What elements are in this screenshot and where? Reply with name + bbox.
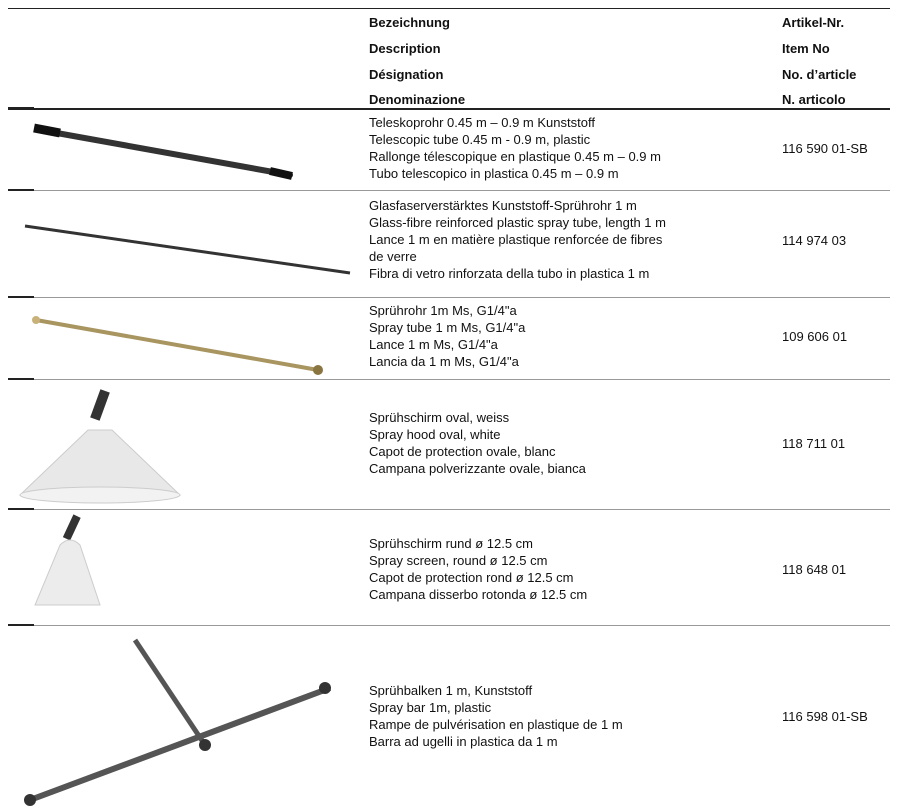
article-number: 109 606 01	[782, 329, 848, 344]
article-number: 114 974 03	[782, 232, 847, 248]
description-line: Barra ad ugelli in plastica da 1 m	[369, 734, 558, 749]
article-number: 118 711 01	[782, 436, 846, 451]
description-line: Lance 1 m Ms, G1/4"a	[369, 337, 498, 352]
description-line: Spray bar 1m, plastic	[369, 700, 492, 715]
description-line: Spray screen, round ø 12.5 cm	[369, 553, 548, 568]
article-number: 116 598 01-SB	[782, 709, 868, 724]
row-separator	[8, 624, 890, 626]
description-line: Lancia da 1 m Ms, G1/4"a	[369, 354, 519, 369]
description-line: Sprührohr 1m Ms, G1/4"a	[369, 303, 517, 318]
description-line: Spray hood oval, white	[369, 427, 501, 442]
header-label: N. articolo	[782, 92, 846, 107]
article-number: 116 590 01-SB	[782, 141, 868, 156]
description-line: Lance 1 m en matière plastique renforcée…	[369, 232, 663, 247]
description-line: Fibra di vetro rinforzata della tubo in …	[369, 266, 650, 281]
rule-accent	[8, 624, 34, 626]
description-line: Tubo telescopico in plastica 0.45 m – 0.…	[369, 166, 619, 181]
article-number: 118 648 01	[782, 562, 847, 577]
row-separator	[8, 508, 890, 510]
header-label: Désignation	[369, 67, 444, 82]
description-line: Campana polverizzante ovale, bianca	[369, 461, 586, 476]
rule-accent	[8, 508, 34, 510]
rule-accent	[8, 189, 34, 191]
description-line: Rampe de pulvérisation en plastique de 1…	[369, 717, 623, 732]
header-label: No. d’article	[782, 67, 857, 82]
header-label: Item No	[782, 41, 830, 56]
description-line: Sprühschirm rund ø 12.5 cm	[369, 536, 534, 551]
rule-accent	[8, 296, 34, 298]
description-line: Sprühschirm oval, weiss	[369, 410, 510, 425]
rule-accent	[8, 107, 34, 109]
description-line: de verre	[369, 249, 417, 264]
row-separator	[8, 189, 890, 191]
description-line: Rallonge télescopique en plastique 0.45 …	[369, 149, 661, 164]
row-separator	[8, 378, 890, 380]
description-line: Spray tube 1 m Ms, G1/4"a	[369, 320, 526, 335]
header-label: Artikel-Nr.	[782, 15, 845, 30]
row-separator	[8, 107, 890, 110]
description-line: Capot de protection rond ø 12.5 cm	[369, 570, 574, 585]
description-line: Campana disserbo rotonda ø 12.5 cm	[369, 587, 588, 602]
description-line: Glasfaserverstärktes Kunststoff-Sprühroh…	[369, 198, 637, 213]
rule-accent	[8, 378, 34, 380]
description-line: Glass-fibre reinforced plastic spray tub…	[369, 215, 666, 230]
description-line: Capot de protection ovale, blanc	[369, 444, 556, 459]
row-separator	[8, 296, 890, 298]
description-line: Teleskoprohr 0.45 m – 0.9 m Kunststoff	[369, 115, 595, 130]
description-line: Telescopic tube 0.45 m - 0.9 m, plastic	[369, 132, 591, 147]
header-label: Denominazione	[369, 92, 466, 107]
header-label: Bezeichnung	[369, 15, 450, 30]
header-label: Description	[369, 41, 441, 56]
description-line: Sprühbalken 1 m, Kunststoff	[369, 683, 533, 698]
